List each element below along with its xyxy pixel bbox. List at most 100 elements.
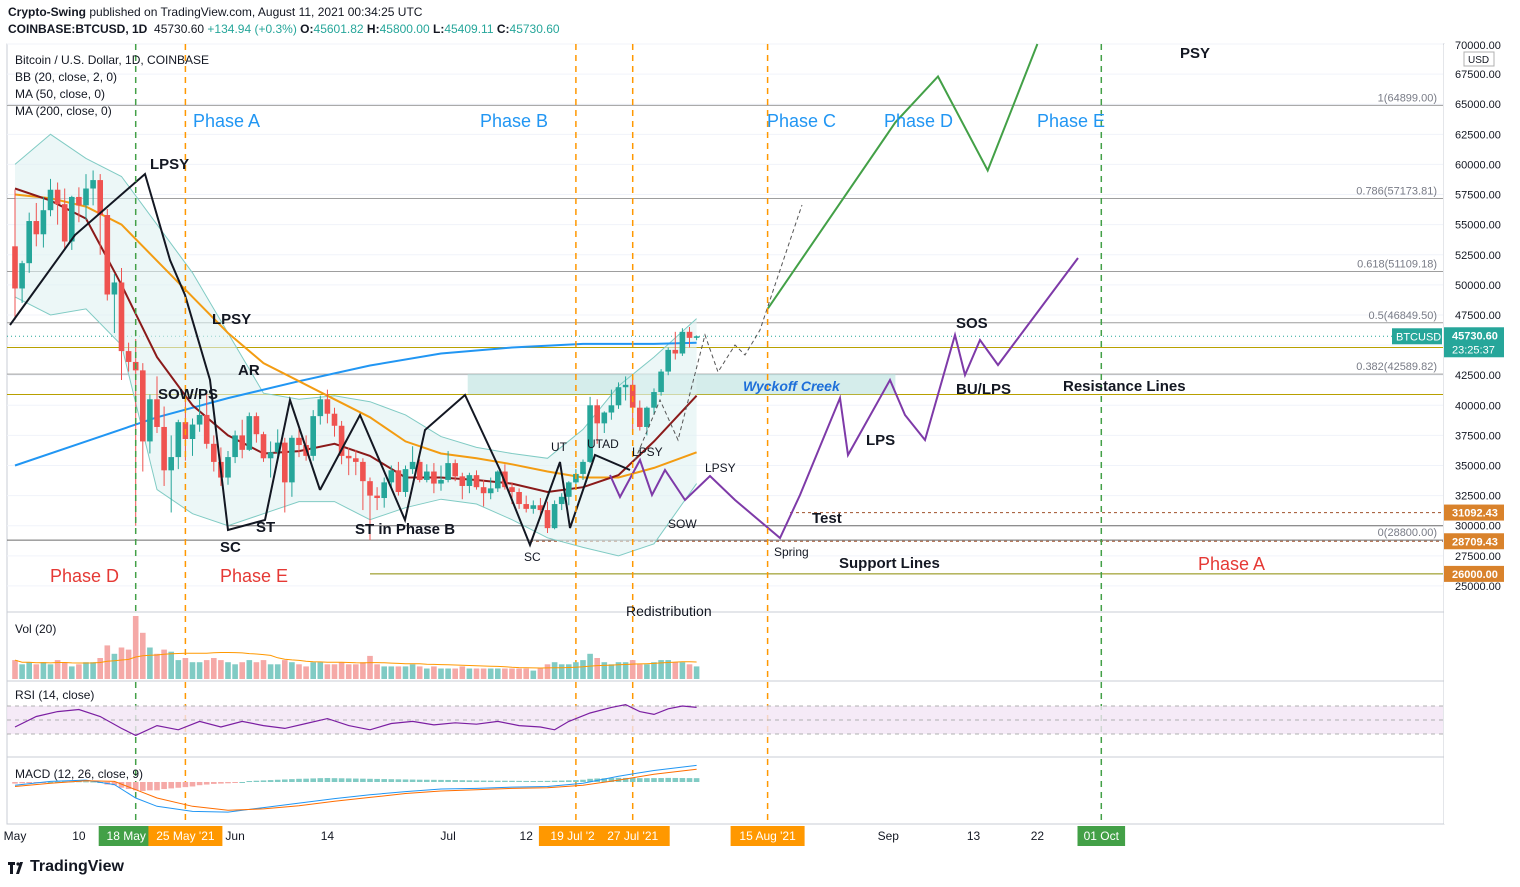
macd-histogram-bar	[608, 778, 615, 782]
x-tick-label: 22	[1031, 829, 1045, 843]
macd-histogram-bar	[253, 780, 260, 782]
volume-bar	[487, 668, 494, 679]
date-marker-badge	[730, 826, 805, 846]
macd-histogram-bar	[161, 782, 167, 790]
macd-histogram-bar	[225, 782, 231, 784]
volume-bar	[409, 664, 416, 679]
legend-ma200[interactable]: MA (200, close, 0)	[15, 104, 112, 118]
macd-histogram-bar	[182, 782, 189, 788]
volume-bar	[629, 660, 636, 679]
volume-bar	[416, 666, 423, 679]
annotation-sc-2: SC	[524, 550, 541, 564]
macd-histogram-bar	[622, 777, 629, 782]
symbol-line[interactable]: COINBASE:BTCUSD, 1D	[8, 22, 148, 36]
macd-histogram-bar	[239, 782, 245, 783]
fib-label: 0.5(46849.50)	[1369, 310, 1438, 322]
usd-badge	[1463, 51, 1495, 67]
candle-body	[125, 351, 132, 362]
macd-histogram-bar	[168, 782, 174, 789]
volume-pane: 100K	[12, 616, 1482, 679]
legend-macd[interactable]: MACD (12, 26, close, 9)	[15, 767, 144, 781]
volume-ma-line	[14, 652, 697, 669]
volume-bar	[69, 666, 75, 679]
volume-bar	[338, 662, 345, 679]
annotation-st-1: ST	[256, 519, 275, 536]
legend-rsi[interactable]: RSI (14, close)	[15, 688, 95, 702]
macd-histogram-bar	[402, 779, 409, 782]
volume-bar	[686, 664, 693, 679]
macd-histogram-bar	[459, 780, 466, 782]
brand-text: TradingView	[30, 858, 124, 875]
macd-histogram-bar	[537, 780, 544, 782]
macd-histogram-bar	[651, 778, 657, 782]
macd-histogram-bar	[672, 777, 679, 782]
macd-histogram-bar	[246, 781, 253, 783]
candle-body	[615, 387, 622, 406]
candle-body	[331, 413, 338, 426]
candle-body	[644, 407, 650, 427]
candle-body	[274, 442, 281, 453]
volume-bar	[473, 668, 480, 679]
date-marker-label: 15 Aug '21	[739, 829, 796, 843]
macd-histogram-bar	[601, 778, 608, 782]
fib-label: 0(28800.00)	[1378, 527, 1437, 539]
tradingview-brand[interactable]: TradingView	[8, 858, 124, 876]
volume-bar	[580, 660, 586, 679]
volume-bar	[495, 668, 501, 679]
rsi-line	[14, 703, 697, 737]
x-tick-label: May	[4, 829, 27, 843]
fib-label: 0.786(57173.81)	[1356, 185, 1437, 197]
annotation-lpsy-1: LPSY	[150, 156, 189, 173]
macd-histogram-bar	[353, 778, 359, 782]
macd-histogram-bar	[154, 782, 160, 791]
author-name[interactable]: Crypto-Swing	[8, 5, 86, 19]
macd-histogram-bar	[438, 779, 444, 782]
close-label: C:	[496, 22, 510, 36]
macd-histogram-bar	[232, 782, 238, 783]
candle-body	[530, 505, 537, 509]
volume-bar	[381, 666, 387, 679]
candle-body	[424, 471, 430, 480]
macd-histogram-bar	[665, 777, 671, 782]
volume-bar	[566, 664, 572, 679]
volume-bar	[622, 662, 629, 679]
volume-bar	[658, 660, 664, 679]
tradingview-logo-icon	[8, 861, 26, 874]
annotation-phase-a-bottom: Phase A	[1198, 554, 1265, 574]
volume-bar	[253, 662, 260, 679]
candle-body	[40, 210, 47, 235]
macd-histogram-bar	[289, 779, 295, 782]
macd-histogram-bar	[644, 778, 650, 782]
legend-bb[interactable]: BB (20, close, 2, 0)	[15, 70, 118, 84]
candle-body	[495, 471, 501, 489]
y-tick-label: 35000.00	[1455, 461, 1501, 473]
candle-body	[544, 510, 551, 529]
legend-title[interactable]: Bitcoin / U.S. Dollar, 1D, COINBASE	[15, 53, 210, 67]
fib-label: 0.382(42589.82)	[1356, 361, 1437, 373]
volume-bar	[154, 653, 160, 679]
candle-body	[246, 416, 253, 450]
legend-ma50[interactable]: MA (50, close, 0)	[15, 87, 106, 101]
x-tick-label: 10	[72, 829, 86, 843]
candle-body	[402, 469, 409, 492]
volume-bar	[353, 664, 359, 679]
candle-body	[118, 282, 125, 352]
macd-histogram-bar	[47, 782, 54, 783]
legend-vol[interactable]: Vol (20)	[15, 622, 57, 636]
candle-body	[253, 416, 260, 435]
macd-histogram-bar	[502, 780, 508, 782]
volume-bar	[608, 664, 615, 679]
rsi-band	[7, 706, 1443, 734]
volume-bar	[573, 662, 579, 679]
annotation-paths	[9, 43, 1079, 548]
volume-bar	[175, 660, 182, 679]
y-tick-label: 55000.00	[1455, 220, 1501, 232]
volume-bar	[651, 662, 657, 679]
candle-body	[168, 457, 174, 471]
volume-bar	[19, 664, 25, 679]
candle-body	[196, 414, 203, 425]
publish-info: published on TradingView.com, August 11,…	[89, 5, 423, 19]
y-tick-label-top: 70000.00	[1455, 40, 1501, 52]
candle-body	[580, 461, 586, 474]
